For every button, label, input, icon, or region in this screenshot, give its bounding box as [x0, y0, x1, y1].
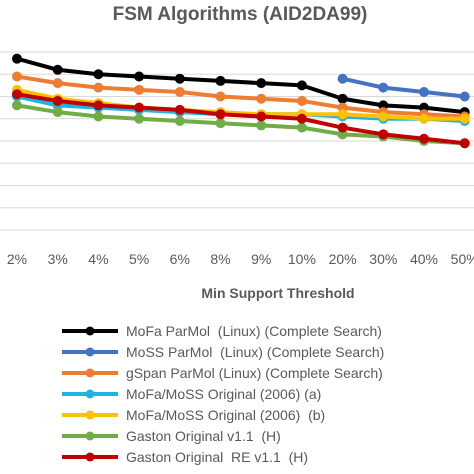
legend-item: Gaston Original RE v1.1 (H)	[62, 449, 308, 465]
data-point	[215, 109, 226, 120]
legend-item: MoFa ParMol (Linux) (Complete Search)	[62, 323, 382, 339]
x-tick-label: 9%	[251, 251, 271, 267]
data-point	[52, 107, 63, 118]
data-point	[459, 138, 470, 149]
legend-marker	[85, 389, 95, 399]
data-point	[378, 111, 389, 122]
data-point	[459, 91, 470, 102]
x-tick-label: 2%	[7, 251, 27, 267]
data-point	[215, 75, 226, 86]
data-point	[134, 102, 145, 113]
legend-label: Gaston Original RE v1.1 (H)	[126, 449, 308, 465]
legend-marker	[85, 431, 95, 441]
x-tick-label: 30%	[369, 251, 397, 267]
legend-label: Gaston Original v1.1 (H)	[126, 428, 281, 444]
legend-marker	[85, 368, 95, 378]
data-point	[296, 95, 307, 106]
series-mofa-parmol-linux-complete-search	[12, 53, 470, 118]
legend-label: MoFa ParMol (Linux) (Complete Search)	[126, 323, 382, 339]
data-point	[93, 100, 104, 111]
data-point	[296, 113, 307, 124]
series-layer	[12, 53, 470, 149]
legend-item: MoFa/MoSS Original (2006) (a)	[62, 386, 321, 402]
x-tick-label: 4%	[88, 251, 108, 267]
data-point	[296, 122, 307, 133]
data-point	[256, 120, 267, 131]
data-point	[174, 104, 185, 115]
series-line	[16, 92, 465, 146]
data-point	[378, 82, 389, 93]
data-point	[174, 115, 185, 126]
data-point	[174, 87, 185, 98]
legend-label: MoFa/MoSS Original (2006) (a)	[126, 386, 321, 402]
x-tick-label: 50%	[451, 251, 474, 267]
legend-label: gSpan ParMol (Linux) (Complete Search)	[126, 365, 383, 381]
legend: MoFa ParMol (Linux) (Complete Search) MoS…	[62, 323, 384, 465]
data-point	[215, 91, 226, 102]
legend-marker	[85, 410, 95, 420]
data-point	[174, 73, 185, 84]
x-tick-label: 8%	[210, 251, 230, 267]
data-point	[256, 78, 267, 89]
data-point	[337, 93, 348, 104]
data-point	[419, 133, 429, 144]
x-tick-label: 10%	[288, 251, 316, 267]
series-gspan-parmol-linux-complete-search	[12, 71, 470, 122]
series-line	[16, 74, 465, 119]
legend-item: gSpan ParMol (Linux) (Complete Search)	[62, 365, 383, 381]
series-gaston-original-re-v1-1-h	[12, 89, 470, 149]
data-point	[296, 80, 307, 91]
data-point	[134, 113, 145, 124]
legend-label: MoSS ParMol (Linux) (Complete Search)	[126, 344, 384, 360]
series-line	[342, 76, 465, 99]
series-line	[16, 56, 465, 115]
legend-item: MoSS ParMol (Linux) (Complete Search)	[62, 344, 384, 360]
x-tick-label: 40%	[410, 251, 438, 267]
data-point	[12, 71, 22, 82]
legend-label: MoFa/MoSS Original (2006) (b)	[126, 407, 325, 423]
data-point	[419, 113, 429, 124]
data-point	[134, 84, 145, 95]
data-point	[256, 93, 267, 104]
data-point	[12, 100, 22, 111]
legend-item: Gaston Original v1.1 (H)	[62, 428, 281, 444]
data-point	[337, 122, 348, 133]
x-tick-label: 3%	[48, 251, 68, 267]
data-point	[52, 64, 63, 75]
x-tick-label: 5%	[129, 251, 149, 267]
data-point	[337, 73, 348, 84]
data-point	[52, 78, 63, 89]
data-point	[12, 53, 22, 64]
data-point	[256, 111, 267, 122]
x-axis-label: Min Support Threshold	[201, 285, 354, 301]
data-point	[93, 82, 104, 93]
data-point	[337, 109, 348, 120]
data-point	[52, 95, 63, 106]
legend-marker	[85, 326, 95, 336]
data-point	[93, 69, 104, 80]
data-point	[378, 129, 389, 140]
legend-marker	[85, 347, 95, 357]
x-tick-label: 20%	[329, 251, 357, 267]
data-point	[134, 71, 145, 82]
data-point	[93, 111, 104, 122]
legend-marker	[85, 452, 95, 462]
x-tick-labels: 2% 3% 4% 5% 6% 8% 9% 10% 20% 30% 40% 50%	[7, 251, 474, 267]
legend-item: MoFa/MoSS Original (2006) (b)	[62, 407, 325, 423]
data-point	[215, 118, 226, 129]
data-point	[12, 89, 22, 100]
data-point	[459, 113, 470, 124]
gridlines	[0, 51, 474, 231]
series-line	[16, 103, 465, 146]
data-point	[419, 87, 429, 98]
chart-title: FSM Algorithms (AID2DA99)	[113, 4, 368, 25]
series-moss-parmol-linux-complete-search	[337, 73, 470, 102]
series-line	[16, 87, 465, 121]
x-tick-label: 6%	[170, 251, 190, 267]
